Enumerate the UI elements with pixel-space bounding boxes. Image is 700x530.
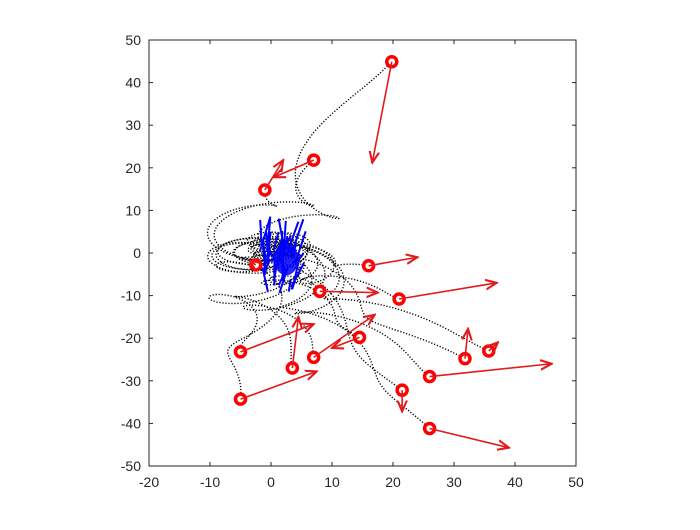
y-tick-label: 40 bbox=[125, 75, 141, 91]
x-tick-label: -10 bbox=[200, 474, 220, 490]
y-tick-label: -20 bbox=[121, 330, 141, 346]
x-tick-label: 20 bbox=[385, 474, 401, 490]
x-tick-label: 40 bbox=[507, 474, 523, 490]
y-tick-label: 10 bbox=[125, 202, 141, 218]
x-tick-label: 50 bbox=[568, 474, 584, 490]
y-tick-label: -50 bbox=[121, 458, 141, 474]
y-tick-label: 30 bbox=[125, 117, 141, 133]
y-tick-label: 0 bbox=[133, 245, 141, 261]
plot-area bbox=[149, 40, 576, 466]
x-tick-label: -20 bbox=[139, 474, 159, 490]
x-tick-label: 0 bbox=[267, 474, 275, 490]
x-tick-label: 30 bbox=[446, 474, 462, 490]
y-tick-label: -30 bbox=[121, 373, 141, 389]
y-tick-label: -40 bbox=[121, 415, 141, 431]
y-tick-label: 20 bbox=[125, 160, 141, 176]
final-cluster-core bbox=[274, 243, 298, 275]
y-tick-label: 50 bbox=[125, 32, 141, 48]
x-tick-label: 10 bbox=[324, 474, 340, 490]
y-tick-label: -10 bbox=[121, 288, 141, 304]
